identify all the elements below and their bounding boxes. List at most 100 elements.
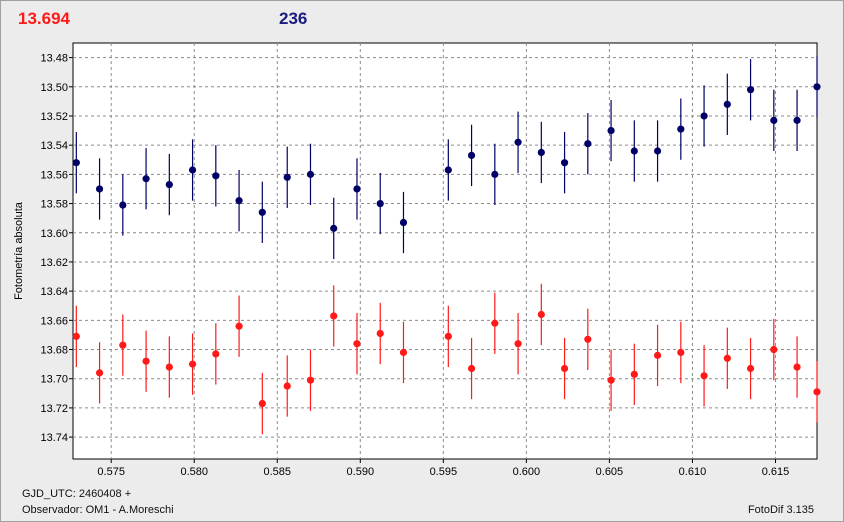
data-point [444,166,452,174]
data-point [630,370,638,378]
x-tick-label: 0.585 [264,466,292,478]
data-point [537,148,545,157]
data-series [72,56,821,435]
data-point [746,86,755,94]
data-point [306,170,315,178]
data-point [353,185,361,193]
y-tick-label: 13.54 [40,140,68,152]
x-tick-label: 0.590 [347,466,375,478]
data-point [72,332,80,340]
data-point [607,376,615,384]
data-point [537,310,545,319]
x-tick-label: 0.595 [430,466,458,478]
data-point [746,364,755,373]
y-tick-label: 13.50 [40,82,68,94]
software-version-label: FotoDif 3.135 [747,504,814,516]
data-point [723,100,731,108]
data-point [235,197,243,205]
data-point [491,170,499,178]
data-point [770,345,778,354]
data-point [188,360,197,368]
data-point [700,372,708,380]
data-point [653,351,662,359]
observer-label: Observador: OM1 - A.Moreschi [22,504,174,516]
data-point [813,83,821,91]
data-point [330,224,338,232]
y-tick-label: 13.60 [40,228,68,240]
x-tick-label: 0.600 [513,466,541,478]
y-tick-label: 13.52 [40,111,68,123]
data-point [467,151,476,159]
data-point [72,159,80,167]
data-point [793,363,801,371]
data-point [607,126,615,135]
data-point [258,399,266,408]
data-point [330,312,338,320]
y-tick-label: 13.56 [40,169,68,181]
data-point [813,388,821,396]
data-point [142,357,150,365]
series-0 [72,56,821,260]
data-point [399,348,408,357]
x-tick-label: 0.610 [679,466,707,478]
magnitude-readout: 13.694 [18,9,70,28]
data-point [283,173,291,181]
data-point [653,147,662,155]
y-tick-label: 13.74 [40,432,68,444]
data-point [723,354,731,362]
data-point [560,159,569,167]
data-point [235,322,243,330]
data-point [793,116,801,124]
y-tick-label: 13.58 [40,199,68,211]
data-point [353,340,361,348]
plot-area [72,42,818,460]
data-point [142,175,150,183]
data-point [491,319,499,327]
y-tick-label: 13.64 [40,286,68,298]
data-point [514,340,522,348]
data-point [514,138,522,146]
y-tick-label: 13.62 [40,257,68,269]
data-point [770,116,778,124]
data-point [584,140,592,148]
data-point [677,348,685,357]
data-point [677,125,685,133]
data-point [119,341,127,349]
x-tick-label: 0.615 [762,466,790,478]
data-point [258,208,266,216]
data-point [212,350,220,358]
grid [73,43,817,459]
data-point [165,363,173,371]
series-1 [72,283,821,435]
point-count-readout: 236 [279,9,308,28]
gjd-label: GJD_UTC: 2460408 + [22,488,132,500]
data-point [584,335,592,343]
data-point [119,201,127,209]
x-tick-label: 0.575 [97,466,125,478]
data-point [630,147,638,155]
data-point [700,112,708,120]
data-point [399,218,408,227]
data-point [188,166,197,174]
y-tick-label: 13.66 [40,315,68,327]
data-point [95,185,104,193]
y-tick-label: 13.48 [40,53,68,65]
y-tick-label: 13.70 [40,374,68,386]
y-axis-label: Fotometría absoluta [13,201,25,300]
data-point [306,376,315,384]
data-point [165,180,173,189]
data-point [444,332,452,340]
y-tick-label: 13.72 [40,403,68,415]
data-point [283,382,291,390]
data-point [376,329,384,338]
x-tick-label: 0.580 [180,466,208,478]
x-tick-label: 0.605 [596,466,624,478]
data-point [467,364,476,373]
data-point [95,369,104,377]
axes: 13.48 13.50 13.52 13.54 13.56 13.58 13.60 13.62… [40,53,789,478]
data-point [560,364,569,373]
data-point [212,172,220,180]
data-point [376,199,384,208]
y-tick-label: 13.68 [40,345,68,357]
